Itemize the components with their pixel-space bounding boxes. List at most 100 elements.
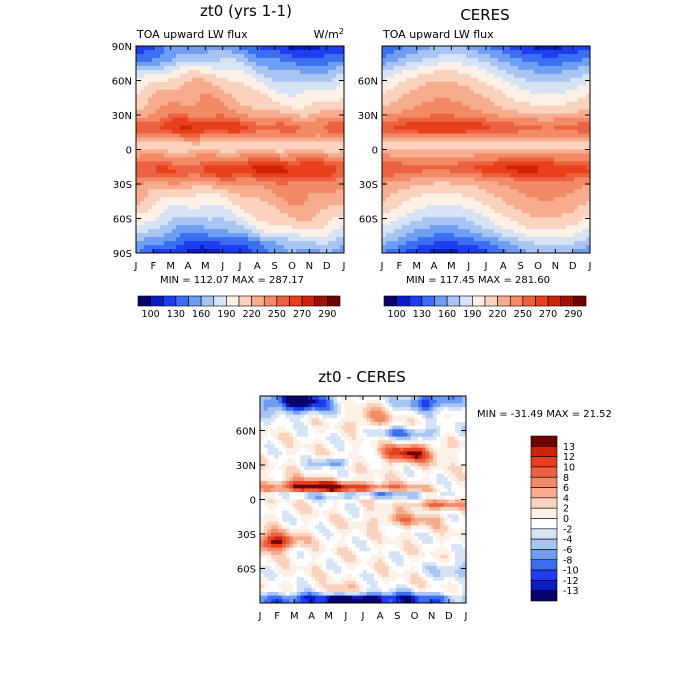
panel2-cell (470, 189, 475, 194)
panel2-cell (542, 73, 547, 79)
panel1-cell (284, 49, 289, 55)
panel2-cell (434, 177, 439, 182)
panel2-cell (382, 173, 387, 178)
panel1-cell (188, 61, 193, 67)
panel1-cell (160, 81, 165, 87)
panel2-cell (562, 181, 567, 186)
panel1-cell (236, 81, 241, 87)
panel1-cell (288, 73, 293, 79)
panel2-cell (522, 209, 527, 214)
panel1-cell (252, 237, 257, 242)
panel1-cell (220, 65, 225, 71)
panel1-cell (148, 185, 153, 190)
panel2-cell (450, 69, 455, 75)
panel1-cell (340, 145, 344, 151)
panel1-cell (148, 177, 153, 182)
panel1-cell (172, 245, 177, 250)
panel2-cell (422, 213, 427, 218)
panel2-cell (446, 201, 451, 206)
panel2-cell (446, 101, 451, 107)
panel2-cell (538, 161, 543, 167)
panel2-cell (582, 185, 587, 190)
panel1-cell (180, 93, 185, 99)
panel2-cell (466, 81, 471, 87)
panel1-cell (220, 149, 225, 155)
panel1-cell (268, 49, 273, 55)
panel1-cell (208, 205, 213, 210)
panel2-cell (394, 205, 399, 210)
panel1-cell (260, 89, 265, 95)
panel1-cell (220, 97, 225, 103)
panel2-cell (518, 177, 523, 182)
panel1-cell (248, 93, 253, 99)
panel2-cell (454, 169, 459, 174)
panel2-cell (494, 133, 499, 139)
panel2-cell (446, 57, 451, 63)
panel2-cell (402, 93, 407, 99)
panel2-cell (498, 133, 503, 139)
panel2-cell (482, 177, 487, 182)
panel1-cell (316, 217, 321, 222)
panel2-cell (462, 149, 467, 155)
panel2-cell (562, 121, 567, 127)
panel1-cell (144, 177, 149, 182)
panel2-cell (502, 157, 507, 163)
panel2-cell (534, 61, 539, 67)
panel1-cell (256, 69, 261, 75)
panel1-cell (168, 69, 173, 75)
panel2-cell (426, 97, 431, 103)
panel1-cell (328, 109, 333, 115)
panel2-cell (586, 149, 590, 155)
panel1-cell (272, 209, 277, 214)
panel2-cell (430, 89, 435, 95)
panel1-cell (288, 193, 293, 198)
panel2-cell (470, 145, 475, 151)
panel2-cell (538, 93, 543, 99)
panel1-cell (220, 145, 225, 151)
panel1-cell (148, 225, 153, 230)
panel2-cell (438, 101, 443, 107)
panel1-cell (256, 145, 261, 151)
panel2-cell (526, 205, 531, 210)
panel1-cell (328, 113, 333, 119)
panel1-cell (276, 105, 281, 111)
panel2-cell (490, 105, 495, 111)
panel1-cell (152, 205, 157, 210)
panel1-cell (176, 233, 181, 238)
panel2-cell (406, 101, 411, 107)
panel1-xtick-label: M (166, 261, 175, 272)
panel1-cell (164, 169, 169, 174)
panel2-cell (414, 137, 419, 143)
panel2-cell (554, 93, 559, 99)
panel1-cell (320, 237, 325, 242)
panel2-cell (422, 101, 427, 107)
panel1-cell (300, 201, 305, 206)
panel1-cell (200, 201, 205, 206)
panel1-cell (340, 73, 344, 79)
panel2-cell (562, 61, 567, 67)
panel2-cell (478, 201, 483, 206)
panel1-cell (172, 129, 177, 135)
panel1-cell (184, 157, 189, 163)
panel2-cell (478, 193, 483, 198)
panel2-cell (554, 193, 559, 198)
panel2-cell (550, 133, 555, 139)
panel2-cell (382, 53, 387, 59)
panel1-cell (188, 77, 193, 83)
panel1-cell (332, 53, 337, 59)
panel1-cell (172, 249, 177, 253)
panel1-cell (324, 169, 329, 174)
panel2-cell (474, 69, 479, 75)
panel2-cell (402, 61, 407, 67)
panel2-cell (458, 205, 463, 210)
panel1-cell (332, 169, 337, 174)
panel2-cell (418, 117, 423, 123)
panel1-cell (188, 145, 193, 151)
panel2-cell (586, 177, 590, 182)
panel1-cell (276, 46, 281, 51)
panel2-cell (530, 53, 535, 59)
panel1-cell (204, 233, 209, 238)
panel1-cell (288, 241, 293, 246)
panel1-cell (148, 137, 153, 143)
panel1-xtick-label: O (288, 261, 296, 272)
